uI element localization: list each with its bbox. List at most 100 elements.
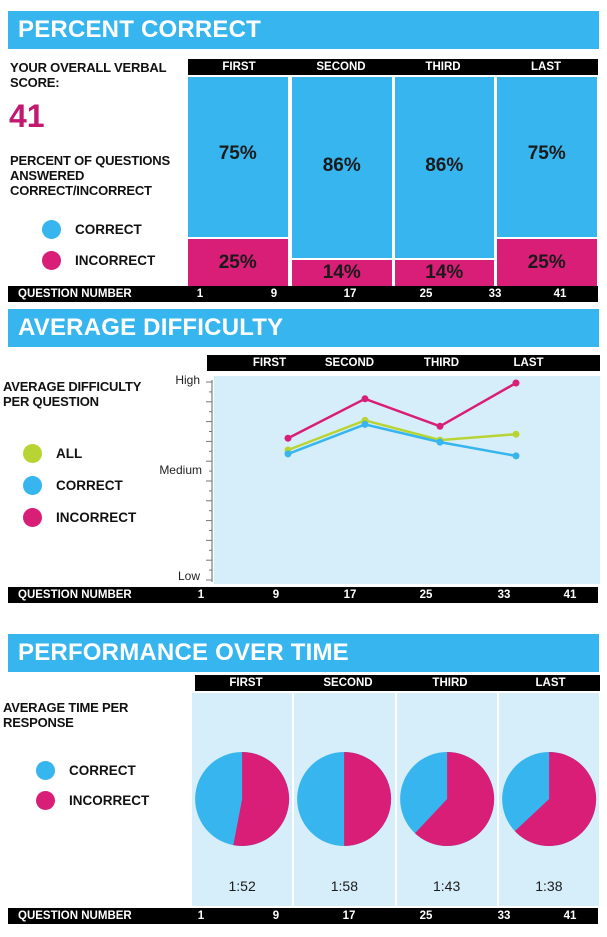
qn-tick: 1 [196, 288, 204, 300]
pie-second [297, 752, 392, 846]
point-all [512, 430, 520, 438]
qn-tick: 9 [270, 288, 278, 300]
correct-legend-dot [23, 476, 42, 495]
question-number-bar: QUESTION NUMBER 1 9 17 25 33 41 [8, 286, 598, 302]
quarter-first: FIRST [252, 357, 287, 369]
bar-correct-second [292, 77, 392, 258]
quarter-third: THIRD [425, 61, 461, 73]
incorrect-legend-label: INCORRECT [69, 793, 150, 808]
bar-correct-label: 75% [218, 143, 257, 164]
bar-correct-last [497, 77, 597, 237]
performance-pie-area: 1:52 1:58 1:43 1:38 [191, 693, 600, 906]
correct-legend-label: CORRECT [56, 478, 123, 493]
correct-legend-label: CORRECT [69, 763, 136, 778]
bar-incorrect-first [188, 239, 288, 286]
correct-legend-dot [36, 761, 55, 780]
performance-over-time-banner: PERFORMANCE OVER TIME [8, 634, 599, 672]
y-label-medium: Medium [159, 463, 202, 477]
all-legend-label: ALL [56, 446, 83, 461]
bar-correct-label: 86% [425, 155, 464, 176]
qn-tick: 33 [497, 910, 511, 922]
pie-slice-incorrect [233, 752, 290, 846]
incorrect-legend-dot [36, 791, 55, 810]
bar-incorrect-label: 14% [425, 262, 464, 283]
overall-score: 41 [9, 98, 45, 134]
qn-tick: 9 [272, 910, 280, 922]
y-ticks [206, 381, 212, 581]
section-title: PERCENT CORRECT [18, 16, 262, 43]
pie-panel-second: 1:58 [294, 693, 395, 906]
qn-tick: 25 [419, 589, 433, 601]
bar-incorrect-third [394, 260, 494, 286]
bar-incorrect-label: 25% [527, 251, 566, 273]
bar-incorrect-label: 14% [322, 262, 361, 283]
quarter-header-bar: FIRST SECOND THIRD LAST [207, 355, 600, 371]
all-legend-dot [23, 444, 42, 463]
qn-tick: 1 [197, 910, 205, 922]
quarter-second: SECOND [316, 61, 366, 73]
qn-tick: 25 [419, 288, 433, 300]
qn-tick: 33 [488, 288, 502, 300]
question-number-bar: QUESTION NUMBER 1 9 17 25 33 41 [8, 908, 598, 924]
score-label: YOUR OVERALL VERBAL SCORE: [10, 60, 167, 90]
avg-time-label: 1:52 [228, 878, 256, 894]
time-desc: AVERAGE TIME PER RESPONSE [3, 700, 129, 730]
pie-first [195, 752, 290, 846]
quarter-third: THIRD [432, 677, 468, 689]
question-number-label: QUESTION NUMBER [18, 910, 132, 922]
pie-slice-incorrect [514, 752, 596, 846]
point-correct [284, 450, 292, 458]
qn-tick: 41 [563, 589, 577, 601]
bar-correct-third [394, 77, 494, 258]
y-label-low: Low [178, 569, 200, 583]
quarter-header-bar: FIRST SECOND THIRD LAST [188, 59, 598, 75]
point-incorrect [284, 434, 292, 442]
point-incorrect [436, 422, 444, 430]
y-label-high: High [175, 373, 200, 387]
point-correct [436, 438, 444, 446]
point-incorrect [512, 379, 520, 387]
quarter-last: LAST [513, 357, 544, 369]
bar-incorrect-label: 25% [218, 251, 257, 273]
quarter-last: LAST [535, 677, 566, 689]
quarter-first: FIRST [222, 61, 256, 73]
section-title: PERFORMANCE OVER TIME [18, 639, 349, 666]
pie-panel-first: 1:52 [192, 693, 293, 906]
line-series-group [284, 379, 520, 460]
question-number-label: QUESTION NUMBER [18, 589, 132, 601]
correct-legend-label: CORRECT [75, 222, 142, 237]
bar-correct-label: 86% [322, 155, 361, 176]
point-correct [361, 420, 369, 428]
percent-correct-banner: PERCENT CORRECT [8, 11, 599, 49]
qn-tick: 33 [497, 589, 511, 601]
point-correct [512, 452, 520, 460]
bar-correct-first [188, 77, 288, 237]
qn-tick: 17 [343, 288, 357, 300]
pie-third [399, 752, 494, 846]
section-title: AVERAGE DIFFICULTY [18, 314, 284, 341]
pie-slice-incorrect [344, 752, 392, 846]
qn-tick: 41 [553, 288, 567, 300]
bar-correct-label: 75% [527, 143, 566, 164]
question-number-bar: QUESTION NUMBER 1 9 17 25 33 41 [8, 587, 598, 603]
quarter-second: SECOND [323, 677, 373, 689]
incorrect-legend-label: INCORRECT [75, 253, 156, 268]
pie-panel-last: 1:38 [498, 693, 599, 906]
percent-desc: PERCENT OF QUESTIONS ANSWERED CORRECT/IN… [10, 153, 170, 198]
bar-incorrect-second [292, 260, 392, 286]
avg-time-label: 1:58 [330, 878, 358, 894]
average-difficulty-chart: High Medium Low [159, 373, 600, 584]
incorrect-legend-label: INCORRECT [56, 510, 137, 525]
pie-panel-third: 1:43 [396, 693, 497, 906]
quarter-third: THIRD [423, 357, 460, 369]
bar-incorrect-last [497, 239, 597, 286]
percent-correct-chart: 75% 25% 86% 14% 86% 14% 75% 25% [188, 77, 598, 286]
qn-tick: 1 [197, 589, 205, 601]
avg-time-label: 1:38 [535, 878, 563, 894]
point-incorrect [361, 395, 369, 403]
pie-last [501, 752, 596, 846]
incorrect-legend-dot [23, 508, 42, 527]
line-all [287, 419, 517, 452]
quarter-last: LAST [530, 61, 562, 73]
incorrect-legend-dot [42, 251, 61, 270]
